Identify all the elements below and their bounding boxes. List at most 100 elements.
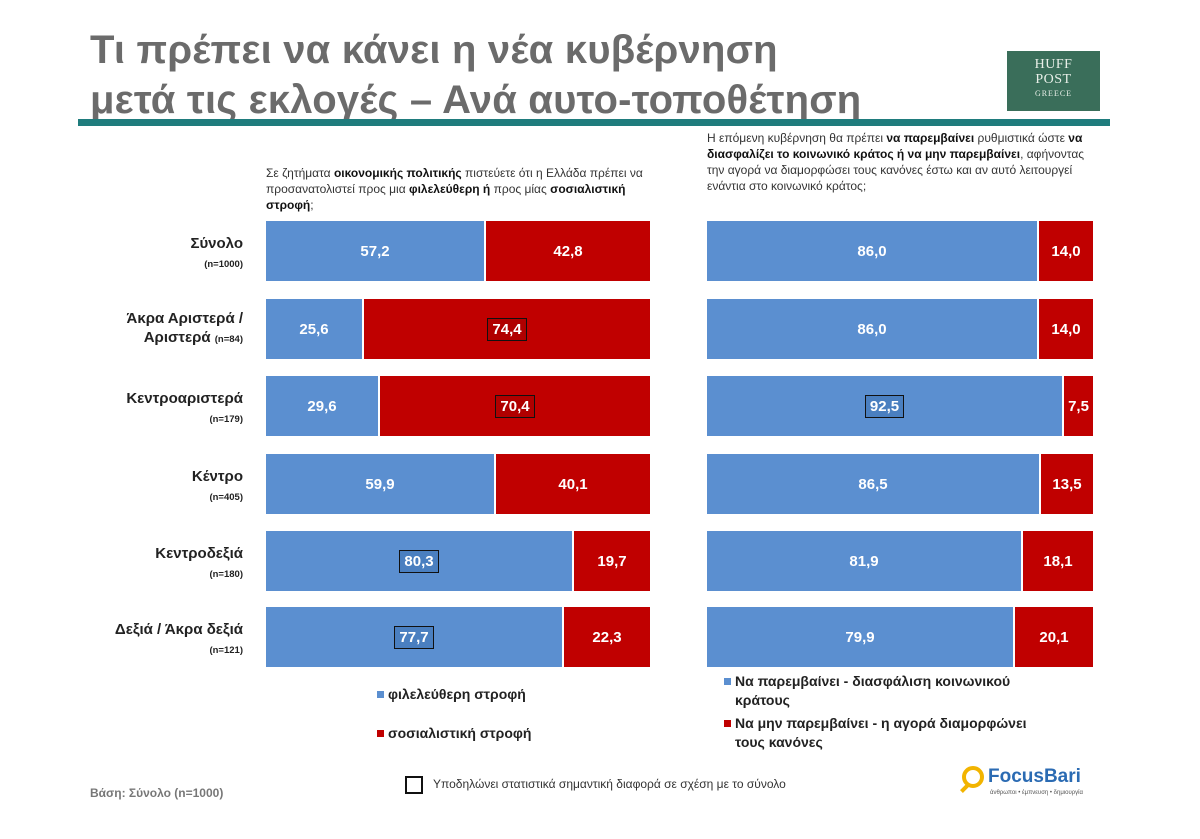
focusbari-logo: FocusBari άνθρωποι • έμπνευση • δημιουργ… bbox=[958, 764, 1108, 804]
legend-swatch-red bbox=[724, 720, 731, 727]
huffpost-greece-logo: HUFF POST GREECE bbox=[1007, 51, 1100, 111]
data-label-text: 19,7 bbox=[597, 552, 627, 570]
q2-text-2: ρυθμιστικά ώστε bbox=[974, 131, 1069, 145]
data-label: 18,1 bbox=[1023, 531, 1093, 591]
bar-segment-red: 13,5 bbox=[1041, 454, 1093, 514]
data-label: 86,5 bbox=[707, 454, 1039, 514]
row-label: Κεντροδεξιά (n=180) bbox=[155, 544, 243, 584]
bar-row: 29,6 70,4 bbox=[266, 376, 650, 436]
brand-tagline: άνθρωποι • έμπνευση • δημιουργία bbox=[990, 790, 1083, 796]
bar-row: 86,5 13,5 bbox=[707, 454, 1093, 514]
data-label-text: 92,5 bbox=[864, 394, 905, 418]
data-label: 19,7 bbox=[574, 531, 650, 591]
data-label: 7,5 bbox=[1064, 376, 1093, 436]
bar-segment-blue: 92,5 bbox=[707, 376, 1062, 436]
bar-segment-blue: 80,3 bbox=[266, 531, 572, 591]
bar-row: 79,9 20,1 bbox=[707, 607, 1093, 667]
data-label: 40,1 bbox=[496, 454, 650, 514]
bar-segment-blue: 57,2 bbox=[266, 221, 484, 281]
row-label: Δεξιά / Άκρα δεξιά (n=121) bbox=[115, 620, 243, 660]
data-label: 22,3 bbox=[564, 607, 650, 667]
bar-segment-blue: 86,5 bbox=[707, 454, 1039, 514]
data-label: 92,5 bbox=[707, 376, 1062, 436]
title-line-2: μετά τις εκλογές – Ανά αυτο-τοποθέτηση bbox=[90, 78, 862, 122]
legend-right-label-1b: κράτους bbox=[735, 692, 790, 708]
bar-segment-red: 42,8 bbox=[486, 221, 650, 281]
row-label-name-2: Αριστερά bbox=[143, 329, 215, 346]
data-label-text: 40,1 bbox=[558, 475, 588, 493]
bar-row: 57,2 42,8 bbox=[266, 221, 650, 281]
data-label-text: 81,9 bbox=[849, 552, 879, 570]
data-label-text: 80,3 bbox=[399, 549, 439, 573]
bar-segment-blue: 79,9 bbox=[707, 607, 1013, 667]
data-label: 77,7 bbox=[266, 607, 562, 667]
q1-text-1: Σε ζητήματα bbox=[266, 166, 334, 180]
data-label-text: 14,0 bbox=[1051, 320, 1081, 338]
bar-segment-blue: 77,7 bbox=[266, 607, 562, 667]
q1-text-4: ; bbox=[310, 198, 314, 212]
question-left: Σε ζητήματα οικονομικής πολιτικής πιστεύ… bbox=[266, 165, 651, 213]
bar-segment-blue: 29,6 bbox=[266, 376, 378, 436]
q2-text-1: Η επόμενη κυβέρνηση θα πρέπει bbox=[707, 131, 887, 145]
bar-segment-red: 70,4 bbox=[380, 376, 650, 436]
data-label-text: 13,5 bbox=[1052, 475, 1082, 493]
data-label: 79,9 bbox=[707, 607, 1013, 667]
bar-row: 25,6 74,4 bbox=[266, 299, 650, 359]
row-label-n: (n=1000) bbox=[204, 259, 243, 270]
bar-segment-blue: 25,6 bbox=[266, 299, 362, 359]
title-line-1: Τι πρέπει να κάνει η νέα κυβέρνηση bbox=[90, 28, 778, 72]
q1-bold-1: οικονομικής πολιτικής bbox=[333, 166, 462, 180]
data-label-text: 18,1 bbox=[1043, 552, 1073, 570]
bar-segment-red: 22,3 bbox=[564, 607, 650, 667]
bar-row: 81,9 18,1 bbox=[707, 531, 1093, 591]
legend-swatch-blue bbox=[724, 678, 731, 685]
data-label-text: 7,5 bbox=[1068, 397, 1089, 415]
bar-segment-red: 7,5 bbox=[1064, 376, 1093, 436]
question-right: Η επόμενη κυβέρνηση θα πρέπει να παρεμβα… bbox=[707, 130, 1097, 194]
base-footer: Βάση: Σύνολο (n=1000) bbox=[90, 786, 224, 800]
q2-text-3: , αφήνοντας την αγορά να διαμορφώσει του… bbox=[707, 147, 1085, 193]
row-label-name: Άκρα Αριστερά / bbox=[126, 310, 244, 327]
data-label: 74,4 bbox=[364, 299, 650, 359]
logo-line-3: GREECE bbox=[1034, 89, 1073, 98]
row-label-line2: Αριστερά (n=84) bbox=[127, 328, 243, 349]
data-label: 14,0 bbox=[1039, 221, 1093, 281]
q1-bold-2: φιλελεύθερη ή bbox=[409, 182, 491, 196]
legend-left-label-2: σοσιαλιστική στροφή bbox=[388, 725, 532, 741]
row-label-n: (n=84) bbox=[214, 334, 243, 345]
bar-segment-red: 18,1 bbox=[1023, 531, 1093, 591]
data-label-text: 59,9 bbox=[365, 475, 395, 493]
legend-right-label-1a: Να παρεμβαίνει - διασφάλιση κοινωνικού bbox=[735, 673, 1011, 689]
data-label-text: 25,6 bbox=[299, 320, 329, 338]
row-label: Σύνολο (n=1000) bbox=[190, 234, 243, 274]
bar-row: 80,3 19,7 bbox=[266, 531, 650, 591]
bar-segment-red: 14,0 bbox=[1039, 299, 1093, 359]
data-label-text: 29,6 bbox=[307, 397, 337, 415]
bar-row: 59,9 40,1 bbox=[266, 454, 650, 514]
bar-row: 86,0 14,0 bbox=[707, 221, 1093, 281]
title-rule bbox=[78, 119, 1110, 126]
data-label: 42,8 bbox=[486, 221, 650, 281]
data-label-text: 20,1 bbox=[1039, 628, 1069, 646]
data-label-text: 86,0 bbox=[857, 320, 887, 338]
significance-note-text: Υποδηλώνει στατιστικά σημαντική διαφορά … bbox=[433, 777, 786, 792]
bar-segment-blue: 86,0 bbox=[707, 221, 1037, 281]
q2-bold-1: να παρεμβαίνει bbox=[886, 131, 975, 145]
row-label-name: Κεντροδεξιά bbox=[155, 545, 243, 562]
data-label-text: 22,3 bbox=[592, 628, 622, 646]
bar-segment-red: 19,7 bbox=[574, 531, 650, 591]
row-label-line2: (n=1000) bbox=[190, 253, 243, 274]
data-label: 59,9 bbox=[266, 454, 494, 514]
data-label-text: 77,7 bbox=[394, 625, 434, 649]
row-label-n: (n=405) bbox=[209, 492, 243, 503]
q1-text-2: πιστεύετε ότι η Ελλάδα πρέπει να προσανα… bbox=[266, 166, 643, 196]
logo-line-2: POST bbox=[1035, 72, 1072, 87]
bar-segment-blue: 81,9 bbox=[707, 531, 1021, 591]
bar-segment-red: 14,0 bbox=[1039, 221, 1093, 281]
row-label-line2: (n=121) bbox=[115, 639, 243, 660]
row-label-name: Δεξιά / Άκρα δεξιά bbox=[114, 621, 243, 638]
data-label: 80,3 bbox=[266, 531, 572, 591]
significance-note: Υποδηλώνει στατιστικά σημαντική διαφορά … bbox=[405, 776, 786, 794]
data-label: 25,6 bbox=[266, 299, 362, 359]
data-label: 86,0 bbox=[707, 221, 1037, 281]
